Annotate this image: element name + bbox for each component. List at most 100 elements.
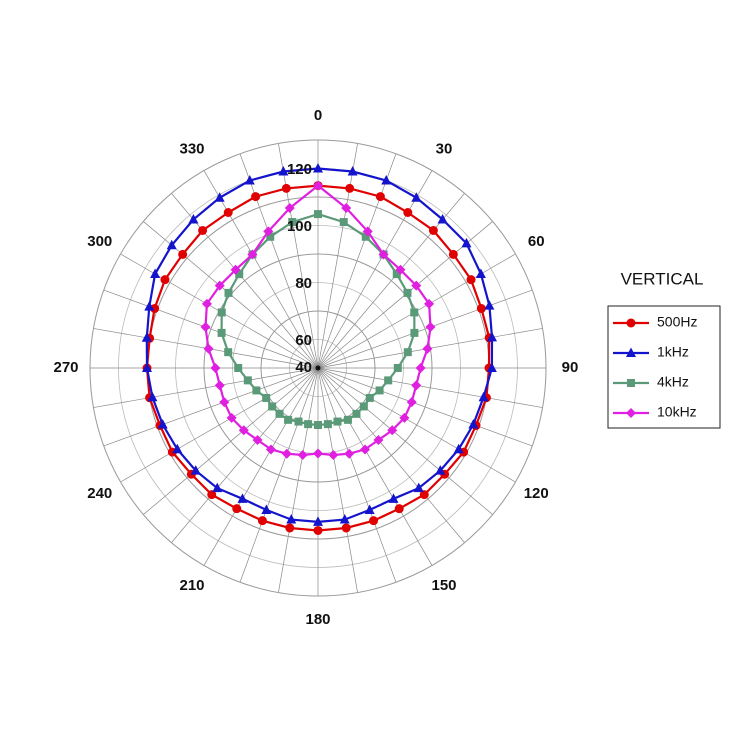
marker	[328, 450, 339, 461]
marker	[224, 288, 233, 297]
marker	[201, 298, 212, 309]
marker	[384, 376, 393, 385]
marker	[411, 280, 422, 291]
marker	[200, 322, 211, 333]
marker	[278, 166, 289, 176]
marker	[190, 465, 201, 475]
r-tick-label: 120	[287, 161, 312, 178]
marker	[214, 380, 225, 391]
marker	[468, 419, 479, 429]
marker	[266, 232, 275, 241]
marker	[364, 504, 375, 514]
marker	[261, 504, 272, 514]
marker	[378, 249, 389, 260]
marker	[361, 232, 370, 241]
marker	[217, 308, 226, 317]
angle-label: 30	[436, 141, 453, 158]
marker	[198, 225, 208, 235]
marker	[160, 275, 170, 285]
legend-label: 500Hz	[657, 314, 697, 330]
marker	[352, 409, 361, 418]
marker	[424, 298, 435, 309]
marker	[345, 183, 355, 193]
marker	[234, 364, 243, 372]
marker	[252, 435, 263, 446]
marker	[304, 420, 313, 429]
marker	[453, 443, 464, 454]
marker	[285, 523, 295, 533]
marker	[359, 402, 368, 411]
marker	[476, 304, 486, 314]
angle-label: 270	[53, 359, 78, 376]
marker	[247, 249, 258, 260]
marker	[188, 214, 199, 224]
marker	[411, 192, 422, 202]
marker	[373, 435, 384, 446]
marker	[428, 225, 438, 235]
marker	[314, 210, 322, 219]
grid-circle	[89, 139, 547, 597]
marker	[144, 301, 155, 311]
marker	[362, 226, 373, 237]
marker	[323, 420, 332, 429]
marker	[381, 175, 392, 185]
marker	[224, 348, 233, 357]
legend-marker	[626, 318, 636, 328]
marker	[341, 523, 351, 533]
angle-label: 150	[431, 577, 456, 594]
marker	[226, 412, 237, 423]
legend-marker	[626, 347, 636, 357]
marker	[393, 364, 402, 372]
legend-marker	[627, 379, 635, 387]
marker	[223, 208, 233, 218]
marker	[219, 397, 230, 408]
marker	[415, 363, 426, 373]
marker	[343, 415, 352, 424]
angle-label: 60	[528, 233, 545, 250]
r-tick-label: 100	[287, 218, 312, 235]
marker	[284, 415, 293, 424]
r-tick-label: 80	[295, 275, 312, 292]
marker	[369, 516, 379, 526]
marker	[313, 180, 323, 191]
angle-label: 210	[179, 577, 204, 594]
marker	[210, 363, 221, 373]
marker	[288, 218, 297, 227]
marker	[214, 192, 225, 202]
legend-marker	[626, 408, 636, 418]
angle-label: 330	[179, 141, 204, 158]
marker	[486, 362, 497, 372]
marker	[141, 332, 152, 342]
marker	[403, 208, 413, 218]
marker	[281, 448, 292, 459]
marker	[172, 443, 183, 454]
marker	[313, 525, 323, 535]
angle-label: 180	[305, 611, 330, 628]
marker	[399, 412, 410, 423]
angle-label: 90	[562, 359, 579, 376]
marker	[339, 514, 350, 524]
marker	[410, 308, 419, 317]
marker	[275, 409, 284, 418]
marker	[217, 328, 226, 337]
marker	[365, 393, 374, 402]
marker	[257, 516, 267, 526]
marker	[243, 376, 252, 385]
angle-label: 120	[524, 485, 549, 502]
angle-label: 300	[87, 233, 112, 250]
marker	[268, 402, 277, 411]
marker	[475, 268, 486, 278]
marker	[406, 397, 417, 408]
r-tick-label: 40	[295, 359, 312, 376]
marker	[347, 166, 358, 176]
marker	[392, 270, 401, 279]
marker	[263, 226, 274, 237]
marker	[142, 362, 152, 372]
legend-title: VERTICAL	[621, 269, 704, 288]
angle-label: 240	[87, 485, 112, 502]
marker	[403, 288, 412, 297]
marker	[313, 448, 323, 459]
marker	[294, 417, 303, 426]
